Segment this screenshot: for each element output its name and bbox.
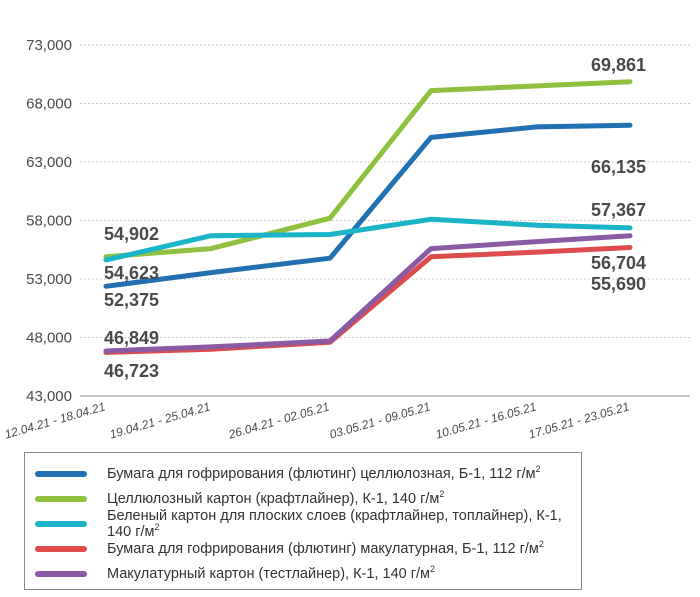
legend-item-testliner: Макулатурный картон (тестлайнер), К-1, 1… [35, 561, 581, 586]
y-tick-label: 53,000 [26, 271, 72, 288]
data-label: 52,375 [104, 290, 159, 310]
line-chart: 43,000 48,000 53,000 58,000 63,000 68,000 73,0… [3, 37, 690, 442]
legend-item-white-top: Беленый картон для плоских слоев (крафтл… [35, 508, 581, 540]
x-tick-label: 17.05.21 - 23.05.21 [527, 399, 631, 441]
series-line-2 [103, 216, 633, 263]
y-tick-label: 63,000 [26, 154, 72, 171]
data-label: 66,135 [591, 157, 646, 177]
x-tick-label: 26.04.21 - 02.05.21 [226, 399, 331, 441]
legend-swatch-white-top [35, 520, 87, 527]
x-tick-label: 03.05.21 - 09.05.21 [328, 399, 432, 441]
x-tick-label: 19.04.21 - 25.04.21 [108, 399, 212, 441]
legend: Бумага для гофрирования (флютинг) целлюл… [24, 452, 582, 590]
legend-item-recycled-fluting: Бумага для гофрирования (флютинг) макула… [35, 536, 581, 561]
data-label: 55,690 [591, 274, 646, 294]
data-label: 54,623 [104, 263, 159, 283]
y-tick-label: 43,000 [26, 388, 72, 405]
legend-swatch-recycled-fluting [35, 545, 87, 552]
legend-item-kraftliner: Целлюлозный картон (крафтлайнер), К-1, 1… [35, 486, 581, 511]
y-tick-label: 58,000 [26, 213, 72, 230]
legend-label: Беленый картон для плоских слоев (крафтл… [107, 507, 562, 540]
data-label: 57,367 [591, 200, 646, 220]
series-line-3 [103, 245, 633, 355]
legend-item-pulp-fluting: Бумага для гофрирования (флютинг) целлюл… [35, 461, 581, 486]
series-line-1 [103, 79, 633, 260]
y-tick-label: 48,000 [26, 330, 72, 347]
legend-swatch-pulp-fluting [35, 470, 87, 477]
legend-swatch-testliner [35, 570, 87, 577]
legend-label: Бумага для гофрирования (флютинг) целлюл… [107, 463, 541, 482]
legend-label: Бумага для гофрирования (флютинг) макула… [107, 538, 544, 557]
series-line-0 [103, 122, 633, 289]
series-line-4 [103, 233, 633, 354]
y-tick-label: 73,000 [26, 37, 72, 54]
data-label: 54,902 [104, 224, 159, 244]
data-label: 46,849 [104, 328, 159, 348]
x-tick-label: 12.04.21 - 18.04.21 [3, 399, 107, 441]
legend-label: Целлюлозный картон (крафтлайнер), К-1, 1… [107, 488, 445, 507]
legend-label: Макулатурный картон (тестлайнер), К-1, 1… [107, 563, 436, 582]
data-label: 69,861 [591, 55, 646, 75]
y-tick-label: 68,000 [26, 96, 72, 113]
data-label: 56,704 [591, 253, 646, 273]
x-tick-label: 10.05.21 - 16.05.21 [434, 399, 538, 441]
legend-swatch-kraftliner [35, 495, 87, 502]
data-label: 46,723 [104, 361, 159, 381]
